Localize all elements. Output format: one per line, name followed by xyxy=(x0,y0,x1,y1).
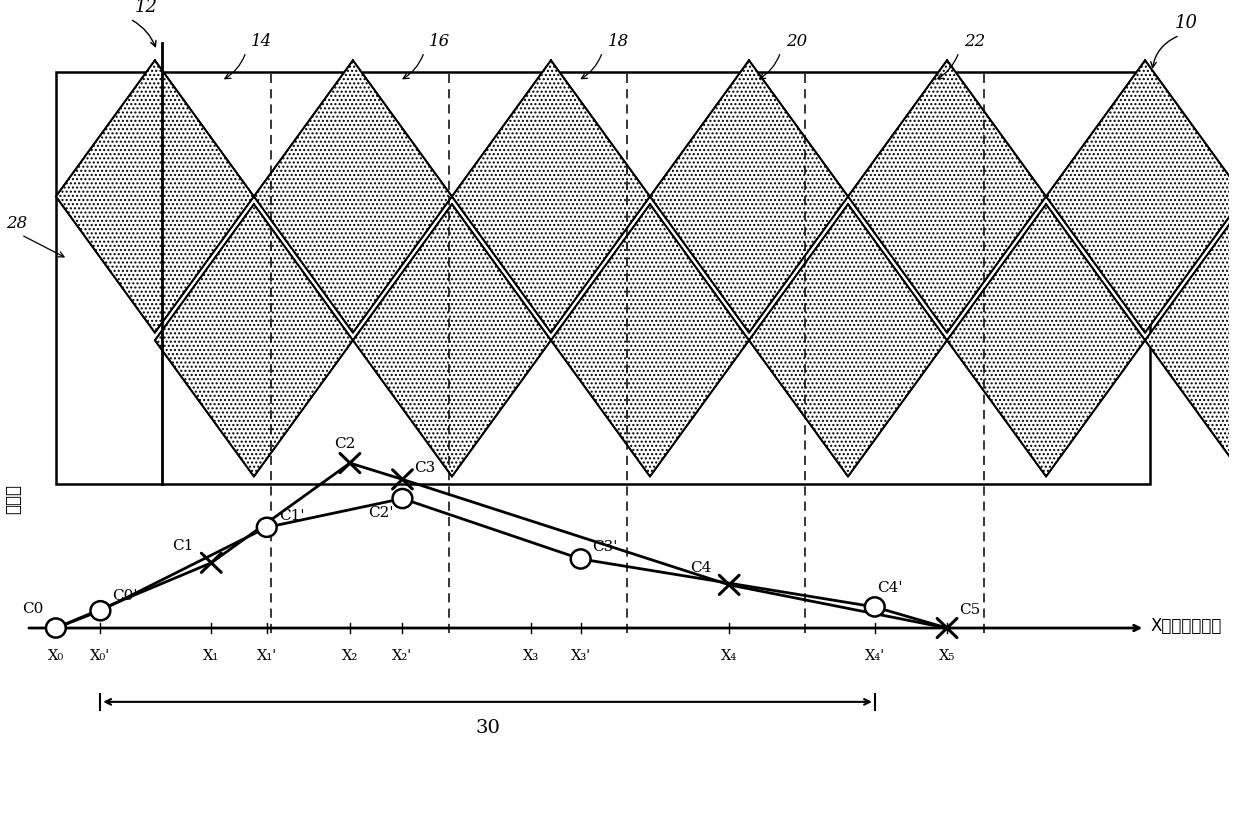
Polygon shape xyxy=(1047,60,1240,333)
Text: 感应量: 感应量 xyxy=(4,483,22,514)
Bar xyxy=(56,72,1149,484)
Text: C0': C0' xyxy=(113,589,138,603)
Polygon shape xyxy=(650,60,848,333)
Text: C0: C0 xyxy=(22,601,43,615)
Circle shape xyxy=(91,601,110,620)
Text: 10: 10 xyxy=(1174,13,1198,31)
Text: C1': C1' xyxy=(279,509,304,523)
Text: X₁: X₁ xyxy=(203,649,219,663)
Text: X₀: X₀ xyxy=(47,649,64,663)
Polygon shape xyxy=(1145,204,1240,477)
Text: X₃': X₃' xyxy=(570,649,590,663)
Text: 16: 16 xyxy=(429,33,450,50)
Text: 12: 12 xyxy=(135,0,157,17)
Polygon shape xyxy=(353,204,551,477)
Text: 28: 28 xyxy=(6,215,27,232)
Polygon shape xyxy=(155,204,353,477)
Text: 20: 20 xyxy=(786,33,807,50)
Text: X方向上的坐标: X方向上的坐标 xyxy=(1149,617,1221,635)
Text: X₄: X₄ xyxy=(722,649,738,663)
Polygon shape xyxy=(56,60,254,333)
Text: 22: 22 xyxy=(963,33,985,50)
Text: X₄': X₄' xyxy=(864,649,885,663)
Text: X₅: X₅ xyxy=(939,649,955,663)
Polygon shape xyxy=(155,204,353,477)
Text: C1: C1 xyxy=(172,539,193,553)
Text: 30: 30 xyxy=(475,719,500,737)
Text: C5: C5 xyxy=(959,602,980,616)
Polygon shape xyxy=(56,60,254,333)
Polygon shape xyxy=(650,60,848,333)
Polygon shape xyxy=(254,60,451,333)
Text: C2: C2 xyxy=(335,437,356,451)
Polygon shape xyxy=(848,60,1047,333)
Polygon shape xyxy=(254,60,451,333)
Polygon shape xyxy=(451,60,650,333)
Polygon shape xyxy=(551,204,749,477)
Text: X₂': X₂' xyxy=(392,649,413,663)
Polygon shape xyxy=(749,204,947,477)
Text: 18: 18 xyxy=(608,33,629,50)
Text: C4: C4 xyxy=(689,562,712,575)
Text: C3': C3' xyxy=(593,540,618,554)
Circle shape xyxy=(257,518,277,537)
Polygon shape xyxy=(551,204,749,477)
Polygon shape xyxy=(1047,60,1240,333)
Text: C4': C4' xyxy=(877,582,903,596)
Text: C2': C2' xyxy=(368,506,393,520)
Polygon shape xyxy=(1145,204,1240,477)
Circle shape xyxy=(46,619,66,638)
Polygon shape xyxy=(848,60,1047,333)
Polygon shape xyxy=(353,204,551,477)
Circle shape xyxy=(864,597,884,616)
Polygon shape xyxy=(947,204,1145,477)
Polygon shape xyxy=(749,204,947,477)
Circle shape xyxy=(570,549,590,568)
Text: X₁': X₁' xyxy=(257,649,277,663)
Text: C3: C3 xyxy=(414,461,435,475)
Polygon shape xyxy=(947,204,1145,477)
Polygon shape xyxy=(451,60,650,333)
Circle shape xyxy=(393,489,413,508)
Text: X₃: X₃ xyxy=(523,649,539,663)
Text: X₂: X₂ xyxy=(342,649,358,663)
Text: 14: 14 xyxy=(250,33,272,50)
Text: X₀': X₀' xyxy=(91,649,110,663)
